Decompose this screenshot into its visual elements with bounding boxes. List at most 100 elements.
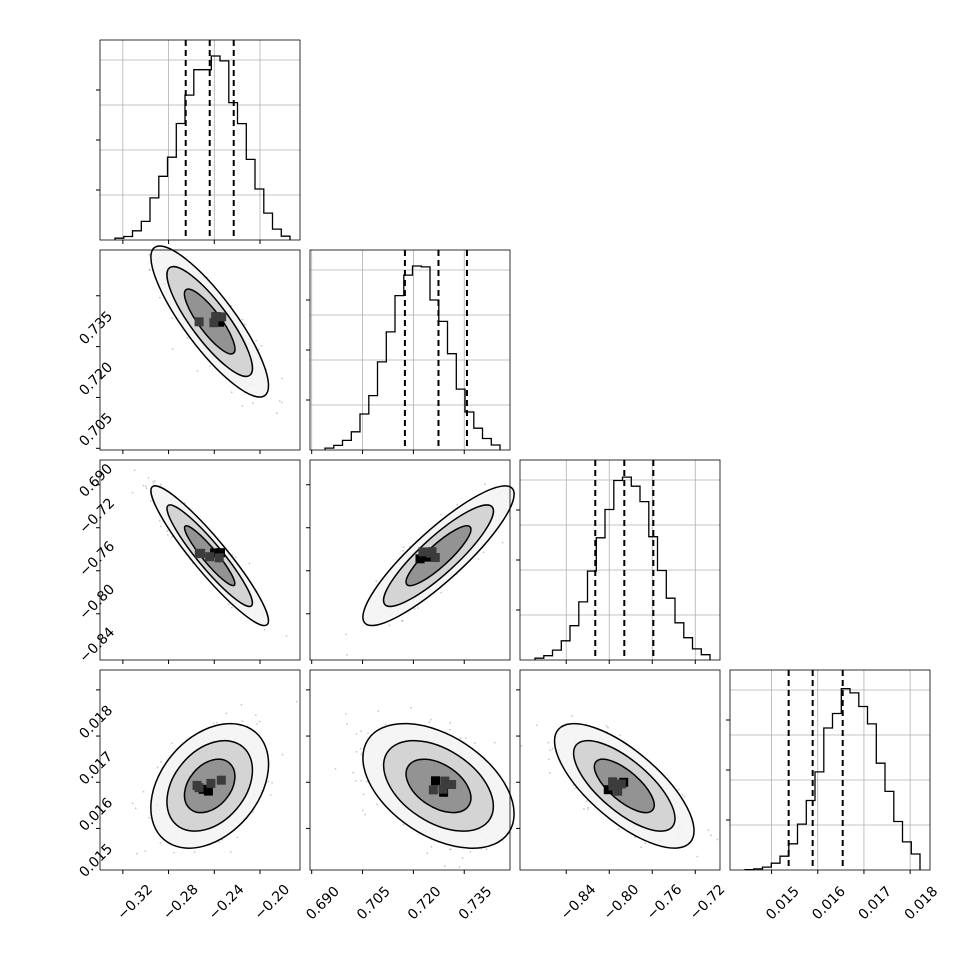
scatter-point [258,720,261,723]
scatter-point [236,836,239,839]
scatter-point [482,551,485,554]
scatter-point [549,749,552,752]
x-tick-label: 0.018 [902,884,942,924]
scatter-point [430,845,433,848]
y-tick-label: 0.735 [76,308,116,348]
scatter-point [571,715,574,717]
scatter-point [384,723,387,726]
y-tick-label: 0.705 [76,410,116,450]
scatter-point [171,742,174,744]
scatter-point [280,401,283,404]
density-core-cell [418,547,428,557]
scatter-point [586,808,589,811]
panel-2-0 [96,459,301,664]
scatter-point [456,503,458,506]
scatter-point [160,761,162,763]
panel-3-3 [726,669,931,874]
scatter-point [229,851,232,853]
density-core-cell [203,786,213,796]
scatter-point [535,724,538,727]
scatter-point [159,525,162,528]
x-tick-label: 0.690 [303,884,343,924]
density-core-cell [440,776,450,786]
density-core-cell [211,312,221,322]
scatter-point [716,838,719,841]
scatter-point [376,803,378,806]
x-tick-label: 0.017 [855,884,895,924]
x-tick-label: −0.80 [601,882,643,924]
density-core-cell [216,775,226,785]
scatter-point [361,809,364,812]
scatter-point [461,857,464,859]
scatter-point [241,318,244,321]
scatter-point [133,469,136,472]
scatter-point [547,741,550,744]
scatter-point [355,733,358,735]
scatter-point [410,706,412,709]
scatter-point [254,714,257,717]
scatter-point [136,852,138,855]
scatter-point [707,829,710,832]
scatter-point [449,729,451,731]
scatter-point [360,779,363,782]
scatter-point [469,850,472,853]
panel-2-1 [306,459,515,664]
scatter-point [142,484,145,487]
scatter-point [355,750,358,753]
scatter-point [681,793,684,796]
scatter-point [359,747,362,750]
scatter-point [158,296,161,299]
scatter-point [417,607,420,609]
scatter-point [362,793,365,796]
density-core-cell [194,317,204,327]
scatter-point [367,732,369,734]
scatter-point [295,701,298,703]
density-core-cell [206,778,216,788]
density-core-cell [217,312,227,322]
density-core-cell [613,786,623,796]
scatter-point [366,780,368,783]
scatter-point [345,633,347,635]
scatter-point [171,348,174,350]
scatter-point [485,848,488,851]
scatter-point [640,846,643,849]
scatter-point [227,603,230,606]
panel-frame [99,249,301,451]
x-tick-label: −0.28 [160,882,202,924]
scatter-point [234,556,237,559]
y-tick-label: −0.72 [76,495,118,537]
scatter-point [267,780,270,783]
scatter-point [572,784,575,787]
density-core-cell [428,785,438,795]
scatter-point [144,485,147,488]
density-core-cell [215,317,225,327]
scatter-point [449,721,451,724]
scatter-point [426,852,429,855]
scatter-point [218,841,220,843]
panel-frame [309,249,511,451]
scatter-point [159,842,162,844]
panel-3-2 [516,669,721,874]
scatter-point [587,806,590,809]
scatter-point [501,541,504,544]
panel-frame [519,459,721,661]
scatter-point [334,768,337,770]
density-core-cell [194,783,204,793]
scatter-point [346,654,348,656]
scatter-point [154,480,156,483]
scatter-point [402,549,404,552]
scatter-point [402,824,405,826]
scatter-point [459,737,462,739]
scatter-point [696,855,699,858]
scatter-point [585,800,588,802]
panel-frame [519,669,721,871]
scatter-point [285,635,288,637]
scatter-point [230,391,233,394]
scatter-point [354,780,357,782]
scatter-point [144,850,147,852]
y-tick-label: 0.015 [76,841,116,881]
scatter-point [255,339,258,342]
scatter-point [449,848,452,851]
scatter-point [167,534,169,536]
